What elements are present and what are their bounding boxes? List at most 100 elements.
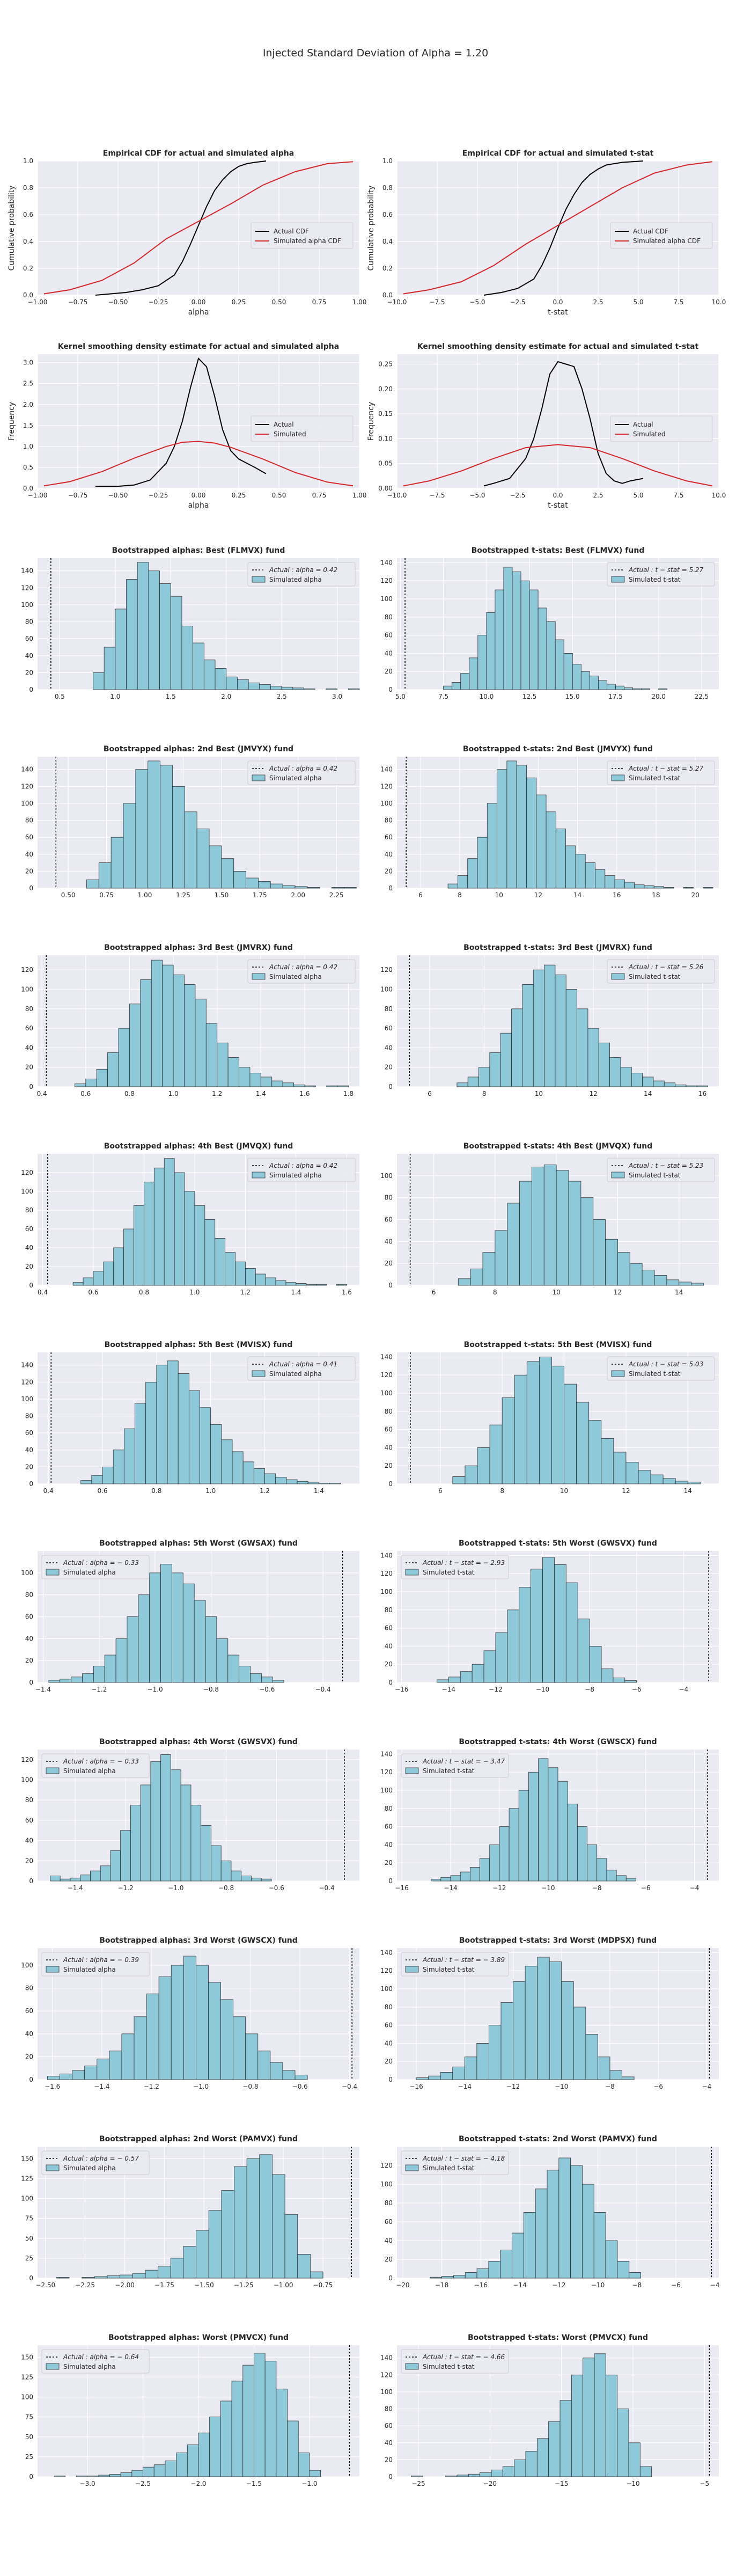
y-tick-label: 0.5 bbox=[23, 464, 33, 471]
histogram-bar bbox=[196, 2230, 209, 2279]
y-tick-label: 40 bbox=[25, 1635, 33, 1642]
histogram-bar bbox=[452, 682, 461, 690]
histogram-bar bbox=[209, 845, 222, 889]
histogram-bar bbox=[480, 1858, 490, 1882]
histogram-bar bbox=[148, 760, 160, 889]
x-tick-label: −12 bbox=[506, 2083, 520, 2090]
x-tick-label: −4 bbox=[679, 1686, 688, 1693]
x-tick-label: −20 bbox=[483, 2480, 497, 2487]
histogram-bar bbox=[580, 1197, 594, 1286]
histogram-bar bbox=[589, 676, 599, 690]
legend-entry-simulated: Simulated alpha bbox=[269, 774, 322, 782]
histogram-bar bbox=[629, 2272, 641, 2279]
x-tick-label: −14 bbox=[458, 2083, 472, 2090]
histogram-bar bbox=[617, 2261, 630, 2279]
y-tick-label: 0 bbox=[388, 2076, 393, 2083]
histogram-bar bbox=[120, 2472, 132, 2477]
subplot-10: Bootstrapped t-stats: 3rd Best (JMVRX) f… bbox=[380, 943, 719, 1097]
subplot-title: Bootstrapped alphas: 3rd Best (JMVRX) fu… bbox=[104, 943, 293, 952]
histogram-bar bbox=[559, 2400, 572, 2477]
histogram-bar bbox=[577, 1008, 588, 1087]
histogram-bar bbox=[187, 2445, 199, 2477]
histogram-bar bbox=[149, 1572, 161, 1683]
subplot-title: Bootstrapped t-stats: 5th Worst (GWSVX) … bbox=[459, 1539, 657, 1548]
histogram-bar bbox=[195, 999, 207, 1087]
x-tick-label: 5.0 bbox=[395, 693, 406, 700]
legend-box bbox=[607, 1158, 715, 1182]
legend-box bbox=[401, 1952, 509, 1977]
histogram-bar bbox=[120, 1830, 131, 1882]
x-tick-label: −5 bbox=[700, 2480, 709, 2487]
x-axis-label: alpha bbox=[188, 501, 209, 510]
histogram-bar bbox=[275, 1476, 287, 1484]
subplot-title: Bootstrapped t-stats: 5th Best (MVISX) f… bbox=[464, 1341, 652, 1349]
histogram-bar bbox=[160, 1754, 171, 1882]
histogram-bar bbox=[160, 1564, 172, 1683]
y-tick-label: 60 bbox=[25, 1225, 33, 1233]
histogram-bar bbox=[529, 589, 539, 690]
y-tick-label: 120 bbox=[380, 577, 393, 584]
histogram-bar bbox=[577, 1619, 590, 1683]
x-tick-label: −2.50 bbox=[35, 2281, 55, 2289]
y-tick-label: 100 bbox=[21, 601, 33, 609]
x-tick-label: 0.25 bbox=[232, 492, 246, 499]
legend: Actual : t − stat = 5.03 Simulated t-stat bbox=[607, 1356, 715, 1381]
legend-box bbox=[41, 2349, 150, 2374]
y-tick-label: 40 bbox=[385, 1044, 393, 1051]
y-tick-label: 100 bbox=[21, 1569, 33, 1577]
histogram-bar bbox=[476, 2268, 489, 2279]
histogram-bar bbox=[437, 1679, 449, 1683]
y-tick-label: 60 bbox=[385, 2422, 393, 2429]
x-tick-label: 0.75 bbox=[99, 891, 114, 899]
x-tick-label: 1.50 bbox=[214, 891, 229, 899]
legend: Actual Simulated bbox=[251, 415, 354, 442]
x-tick-label: −8 bbox=[592, 1884, 602, 1892]
histogram-bar bbox=[431, 1879, 441, 1882]
histogram-bar bbox=[126, 579, 138, 690]
y-tick-label: 140 bbox=[21, 567, 33, 575]
x-tick-label: 6 bbox=[432, 1289, 436, 1296]
histogram-bar bbox=[162, 964, 174, 1087]
histogram-bar bbox=[411, 2476, 423, 2477]
histogram-bar bbox=[234, 2166, 247, 2279]
histogram-bar bbox=[100, 1865, 111, 1882]
histogram-bar bbox=[583, 2358, 595, 2477]
histogram-bar bbox=[495, 589, 504, 690]
histogram-bar bbox=[245, 2033, 259, 2080]
y-tick-label: 150 bbox=[21, 2353, 33, 2361]
x-tick-label: −2.25 bbox=[75, 2281, 95, 2289]
histogram-bar bbox=[445, 2476, 458, 2477]
histogram-bar bbox=[532, 1167, 544, 1286]
histogram-bar bbox=[497, 769, 507, 889]
x-tick-label: 2.5 bbox=[277, 693, 287, 700]
y-tick-label: 80 bbox=[385, 2003, 393, 2011]
histogram-bar bbox=[107, 2275, 121, 2279]
histogram-bar bbox=[285, 1282, 297, 1286]
x-tick-label: −0.4 bbox=[319, 1884, 334, 1892]
y-tick-label: 60 bbox=[25, 635, 33, 642]
histogram-bar bbox=[548, 1767, 558, 1882]
histogram-bar bbox=[220, 1860, 232, 1882]
histogram-bar bbox=[489, 1052, 501, 1087]
histogram-bar bbox=[254, 2353, 266, 2477]
x-tick-label: 8 bbox=[493, 1289, 497, 1296]
y-tick-label: 75 bbox=[25, 2413, 33, 2421]
y-tick-label: 80 bbox=[25, 618, 33, 626]
y-tick-label: 80 bbox=[385, 817, 393, 824]
y-tick-label: 60 bbox=[25, 1429, 33, 1437]
histogram-bar bbox=[145, 1381, 157, 1484]
histogram-bar bbox=[127, 1616, 139, 1683]
histogram-bar bbox=[74, 1084, 86, 1087]
x-tick-label: 10 bbox=[560, 1487, 568, 1495]
y-axis-label: Cumulative probability bbox=[8, 185, 16, 270]
y-tick-label: 20 bbox=[25, 1657, 33, 1664]
histogram-bar bbox=[132, 2273, 146, 2279]
x-tick-label: −5.0 bbox=[469, 492, 485, 499]
histogram-bar bbox=[593, 2212, 606, 2279]
legend-swatch-simulated bbox=[252, 774, 266, 781]
histogram-bar bbox=[653, 1080, 665, 1087]
x-tick-label: −6 bbox=[641, 1884, 651, 1892]
legend-entry-actual: Actual : t − stat = 5.27 bbox=[628, 566, 704, 574]
histogram-bar bbox=[538, 608, 547, 690]
histogram-bar bbox=[519, 1181, 532, 1286]
